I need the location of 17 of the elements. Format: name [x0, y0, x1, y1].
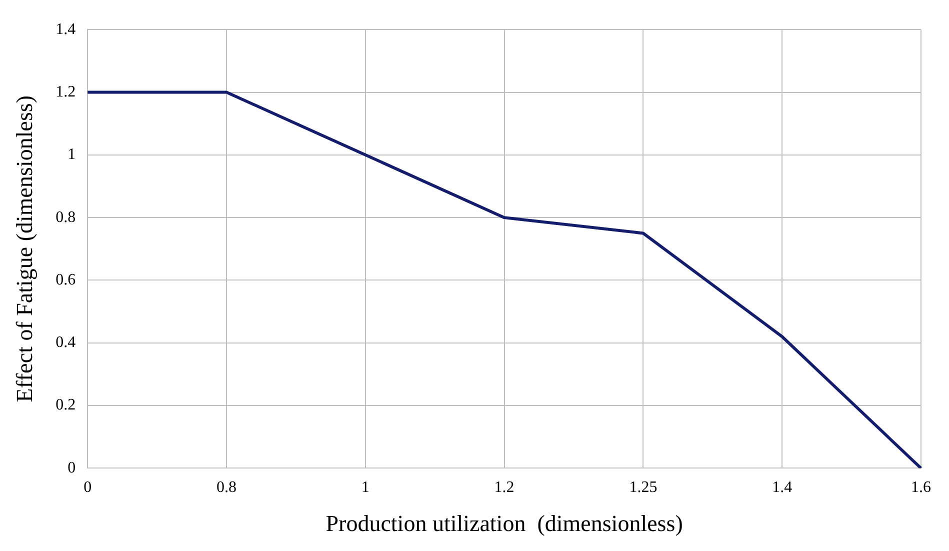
y-tick-label: 1.4: [56, 20, 76, 38]
x-tick-label: 1.4: [772, 479, 792, 496]
y-tick-label: 0.6: [56, 271, 76, 288]
y-axis-title: Effect of Fatigue (dimensionless): [12, 95, 37, 402]
y-tick-label: 0.4: [56, 334, 76, 352]
x-tick-label: 1.6: [911, 479, 931, 496]
y-tick-label: 1.2: [56, 83, 76, 100]
y-tick-label: 0.2: [56, 396, 76, 414]
x-tick-label: 1.25: [629, 479, 658, 496]
x-tick-label: 0.8: [216, 479, 236, 496]
x-tick-label: 1.2: [494, 479, 514, 496]
x-axis-title: Production utilization (dimensionless): [326, 511, 683, 536]
x-tick-label: 0: [84, 479, 92, 496]
y-tick-label: 0: [68, 459, 76, 476]
y-tick-label: 0.8: [56, 208, 76, 226]
y-tick-label: 1: [68, 146, 76, 164]
x-tick-label: 1: [361, 479, 370, 496]
